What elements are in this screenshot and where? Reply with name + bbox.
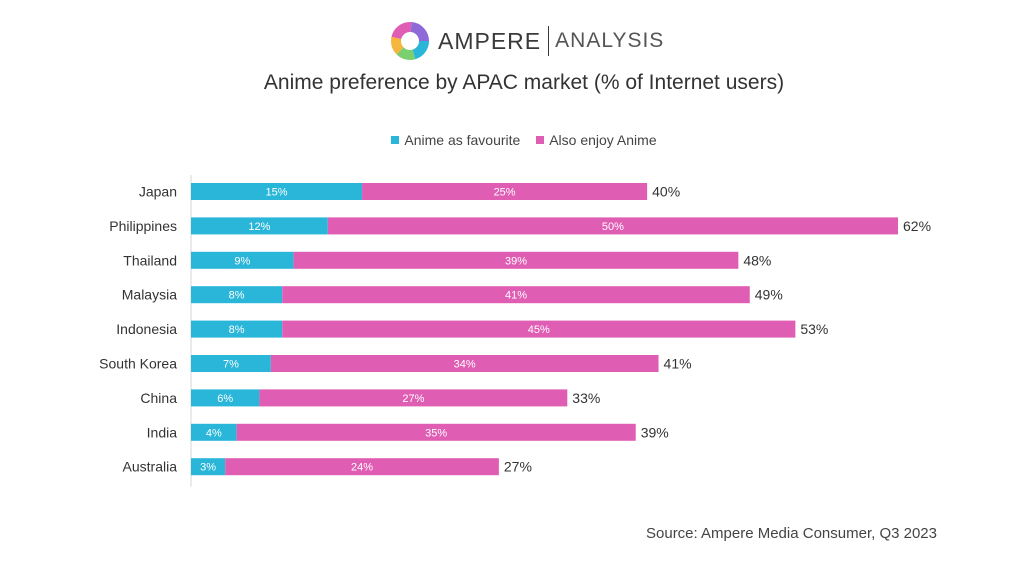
category-label: Indonesia	[116, 321, 177, 337]
data-label: 4%	[206, 427, 222, 439]
legend-item-favourite: Anime as favourite	[391, 132, 520, 148]
brand-subtitle: ANALYSIS	[555, 29, 665, 52]
source-note: Source: Ampere Media Consumer, Q3 2023	[646, 525, 937, 542]
ampere-logo: AMPERE ANALYSIS	[390, 20, 664, 62]
total-label: 39%	[641, 424, 669, 440]
category-label: Japan	[139, 184, 177, 200]
legend-swatch-favourite	[391, 136, 400, 144]
legend-item-also-enjoy: Also enjoy Anime	[536, 132, 657, 148]
bar-segment-also-enjoy	[236, 423, 636, 441]
total-label: 27%	[504, 459, 532, 475]
logo-divider	[548, 26, 550, 56]
bar-segment-favourite	[191, 183, 363, 200]
data-label: 3%	[200, 462, 216, 474]
bar-segment-also-enjoy	[282, 320, 796, 338]
total-label: 33%	[572, 390, 600, 406]
bar-segment-favourite	[191, 217, 328, 235]
data-label: 41%	[505, 290, 527, 302]
bar-segment-also-enjoy	[282, 286, 750, 304]
category-label: Australia	[123, 459, 178, 475]
data-label: 25%	[494, 187, 516, 199]
legend-label-favourite: Anime as favourite	[404, 132, 521, 148]
bar-segment-favourite	[191, 389, 260, 407]
data-label: 27%	[402, 393, 424, 405]
data-label: 15%	[266, 187, 288, 199]
bar-segment-also-enjoy	[327, 217, 898, 235]
data-label: 24%	[351, 462, 373, 474]
bar-segment-also-enjoy	[362, 183, 648, 200]
data-label: 8%	[229, 324, 245, 336]
bar-segment-favourite	[191, 355, 271, 372]
category-label: South Korea	[99, 356, 177, 372]
bar-segment-favourite	[191, 251, 294, 269]
data-label: 35%	[425, 427, 447, 439]
total-label: 48%	[743, 252, 771, 268]
data-label: 6%	[217, 393, 233, 405]
data-label: 50%	[602, 221, 624, 233]
total-label: 41%	[664, 356, 692, 372]
chart-legend: Anime as favourite Also enjoy Anime	[0, 131, 1024, 148]
data-label: 12%	[248, 221, 270, 233]
legend-swatch-also-enjoy	[536, 136, 545, 144]
chart-title: Anime preference by APAC market (% of In…	[263, 71, 785, 94]
ampere-logo-mark-icon	[391, 22, 429, 60]
total-label: 53%	[800, 321, 828, 337]
legend-label-also-enjoy: Also enjoy Anime	[549, 132, 657, 148]
bar-segment-also-enjoy	[259, 389, 568, 407]
data-label: 39%	[505, 255, 527, 267]
bar-segment-also-enjoy	[270, 355, 659, 372]
total-label: 62%	[903, 218, 931, 234]
category-label: India	[147, 424, 178, 440]
brand-name: AMPERE	[438, 27, 542, 54]
category-label: Malaysia	[122, 287, 177, 303]
data-label: 8%	[229, 290, 245, 302]
bar-segment-favourite	[191, 458, 226, 476]
bar-segment-also-enjoy	[293, 251, 739, 269]
bar-segment-favourite	[191, 286, 283, 304]
data-label: 9%	[234, 255, 250, 267]
category-label: China	[140, 390, 177, 406]
data-label: 45%	[528, 324, 550, 336]
category-label: Philippines	[109, 218, 177, 234]
total-label: 40%	[652, 184, 680, 200]
data-label: 7%	[223, 359, 239, 371]
bar-segment-favourite	[191, 320, 283, 338]
bar-segment-favourite	[191, 423, 237, 441]
total-label: 49%	[755, 287, 783, 303]
bar-segment-also-enjoy	[225, 458, 499, 476]
data-label: 34%	[454, 359, 476, 371]
category-label: Thailand	[123, 252, 177, 268]
